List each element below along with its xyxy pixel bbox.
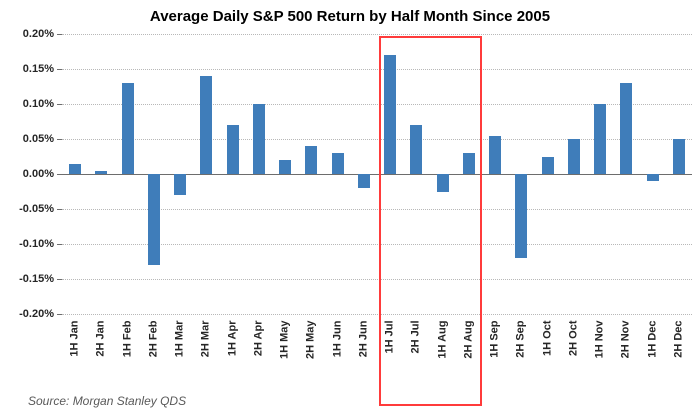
bar-2h-mar bbox=[200, 76, 213, 174]
bar-1h-feb bbox=[121, 83, 134, 174]
y-axis-tick bbox=[57, 174, 62, 175]
x-axis-label: 2H Nov bbox=[619, 320, 632, 359]
y-axis-label: 0.05% bbox=[22, 133, 54, 145]
x-axis-label: 1H Mar bbox=[173, 320, 186, 358]
plot-area bbox=[62, 34, 692, 315]
bar-2h-oct bbox=[567, 139, 580, 174]
x-axis-label: 1H Oct bbox=[541, 320, 554, 356]
zero-axis-line bbox=[62, 174, 692, 175]
x-axis-label: 1H Feb bbox=[121, 320, 134, 358]
y-axis-label: 0.00% bbox=[22, 168, 54, 180]
bar-2h-jan bbox=[95, 170, 108, 174]
y-axis-tick bbox=[57, 209, 62, 210]
x-axis-label: 2H Mar bbox=[199, 320, 212, 358]
x-axis-label: 1H Dec bbox=[646, 320, 659, 358]
y-axis-tick bbox=[57, 244, 62, 245]
y-axis-tick bbox=[57, 139, 62, 140]
gridline bbox=[62, 279, 692, 280]
bar-1h-aug bbox=[436, 174, 449, 192]
bar-1h-jun bbox=[331, 153, 344, 174]
x-axis-label: 1H Apr bbox=[226, 320, 239, 357]
x-axis-label: 2H Apr bbox=[252, 320, 265, 357]
bar-2h-dec bbox=[672, 139, 685, 174]
y-axis-tick bbox=[57, 69, 62, 70]
bar-1h-nov bbox=[594, 104, 607, 174]
bar-2h-aug bbox=[462, 153, 475, 174]
y-axis-tick bbox=[57, 34, 62, 35]
bar-2h-sep bbox=[515, 174, 528, 258]
bar-1h-jul bbox=[384, 55, 397, 174]
bar-1h-oct bbox=[541, 156, 554, 174]
x-axis-label: 2H Dec bbox=[672, 320, 685, 358]
bar-2h-may bbox=[305, 146, 318, 174]
y-axis-label: -0.15% bbox=[19, 273, 54, 285]
x-axis-label: 2H Jan bbox=[94, 320, 107, 357]
bar-2h-nov bbox=[620, 83, 633, 174]
x-axis-label: 2H Oct bbox=[567, 320, 580, 356]
x-axis-label: 2H May bbox=[304, 320, 317, 360]
bar-2h-jul bbox=[410, 125, 423, 174]
x-axis-label: 1H May bbox=[278, 320, 291, 360]
highlight-box-jul-aug bbox=[379, 36, 482, 406]
gridline bbox=[62, 34, 692, 35]
bar-2h-apr bbox=[252, 104, 265, 174]
y-axis-label: 0.20% bbox=[22, 28, 54, 40]
chart-title: Average Daily S&P 500 Return by Half Mon… bbox=[149, 8, 551, 25]
y-axis-label: -0.05% bbox=[19, 203, 54, 215]
bar-1h-dec bbox=[646, 174, 659, 181]
bar-1h-mar bbox=[174, 174, 187, 195]
source-note: Source: Morgan Stanley QDS bbox=[28, 394, 187, 408]
y-axis-label: -0.10% bbox=[19, 238, 54, 250]
y-axis-label: 0.10% bbox=[22, 98, 54, 110]
x-axis-label: 1H Jun bbox=[331, 320, 344, 358]
gridline bbox=[62, 209, 692, 210]
x-axis-label: 1H Sep bbox=[488, 320, 501, 358]
gridline bbox=[62, 69, 692, 70]
gridline bbox=[62, 104, 692, 105]
x-axis-label: 1H Jan bbox=[68, 320, 81, 357]
bar-1h-jan bbox=[69, 163, 82, 174]
bar-1h-apr bbox=[226, 125, 239, 174]
bar-2h-feb bbox=[147, 174, 160, 265]
gridline bbox=[62, 139, 692, 140]
x-axis-label: 2H Jun bbox=[357, 320, 370, 358]
x-axis-label: 1H Nov bbox=[593, 320, 606, 359]
x-axis-label: 2H Sep bbox=[514, 320, 527, 358]
gridline bbox=[62, 314, 692, 315]
y-axis-label: -0.20% bbox=[19, 308, 54, 320]
y-axis-label: 0.15% bbox=[22, 63, 54, 75]
x-axis-label: 2H Feb bbox=[147, 320, 160, 358]
gridline bbox=[62, 244, 692, 245]
y-axis-tick bbox=[57, 279, 62, 280]
bar-1h-may bbox=[279, 160, 292, 174]
bar-2h-jun bbox=[357, 174, 370, 188]
y-axis-tick bbox=[57, 314, 62, 315]
y-axis-tick bbox=[57, 104, 62, 105]
bar-1h-sep bbox=[489, 135, 502, 174]
